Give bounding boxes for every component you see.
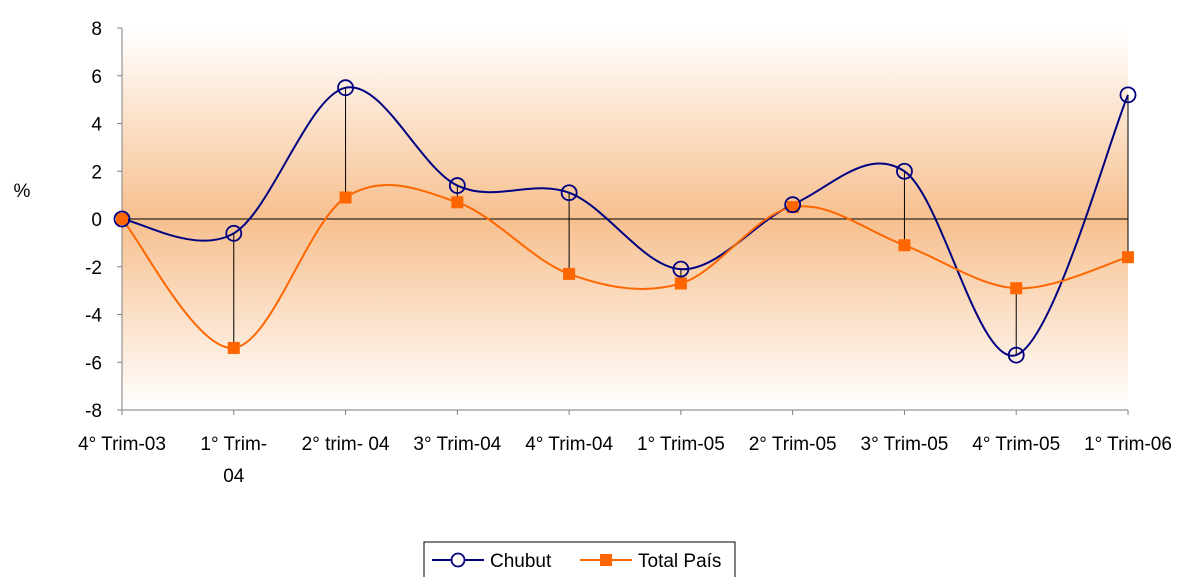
x-tick-label: 4° Trim-04 — [525, 434, 613, 455]
point-marker — [563, 267, 576, 280]
series-line-total-país — [121, 184, 1129, 349]
y-tick-label: -2 — [85, 258, 102, 279]
point-marker — [1010, 282, 1023, 295]
y-tick-label: -8 — [85, 401, 102, 422]
point-marker — [113, 210, 131, 228]
y-tick-label: 2 — [91, 162, 102, 183]
x-tick-label: 2° trim- 04 — [302, 434, 390, 455]
x-tick-label: 2° Trim-05 — [749, 434, 837, 455]
axes — [117, 27, 1129, 415]
x-tick-label: 04 — [223, 466, 245, 487]
legend-marker — [450, 552, 466, 568]
x-tick-label: 3° Trim-04 — [413, 434, 501, 455]
x-tick-label: 1° Trim-05 — [637, 434, 725, 455]
legend-label: Chubut — [490, 551, 552, 572]
legend-label: Total País — [638, 551, 721, 572]
point-marker — [674, 277, 687, 290]
x-tick-label: 4° Trim-05 — [972, 434, 1060, 455]
y-tick-label: 8 — [91, 19, 102, 40]
point-marker — [451, 196, 464, 209]
point-marker — [339, 191, 352, 204]
legend-marker — [600, 554, 612, 566]
markers — [113, 79, 1137, 364]
point-marker — [560, 184, 578, 202]
series-lines — [121, 86, 1129, 357]
point-marker — [1007, 346, 1025, 364]
x-tick-label: 4° Trim-03 — [78, 434, 166, 455]
y-tick-label: 4 — [91, 115, 102, 136]
y-tick-label: 0 — [91, 210, 102, 231]
y-tick-label: -6 — [85, 353, 102, 374]
y-tick-label: -4 — [85, 306, 102, 327]
x-tick-label: 3° Trim-05 — [861, 434, 949, 455]
y-tick-label: 6 — [91, 67, 102, 88]
legend: Chubut Total País — [423, 541, 736, 577]
point-marker — [227, 341, 240, 354]
point-marker — [116, 213, 128, 225]
point-marker — [1122, 251, 1134, 264]
point-marker — [448, 177, 466, 194]
drop-lines — [233, 87, 1129, 356]
point-marker — [225, 224, 243, 242]
axis-labels: 8 6 4 2 0 -2 -4 -6 -8 4° Trim-03 1° Trim- 04 2° trim… — [14, 19, 1172, 487]
y-axis-title: % — [14, 181, 31, 202]
point-marker — [1119, 86, 1137, 104]
point-marker — [784, 196, 802, 214]
series-line-chubut — [121, 86, 1129, 357]
point-marker — [672, 260, 690, 278]
point-marker — [898, 239, 911, 252]
x-tick-label: 1° Trim- — [200, 434, 267, 455]
point-marker — [337, 79, 354, 97]
point-marker — [896, 162, 913, 180]
point-marker — [786, 201, 799, 214]
x-tick-label: 1° Trim-06 — [1084, 434, 1172, 455]
